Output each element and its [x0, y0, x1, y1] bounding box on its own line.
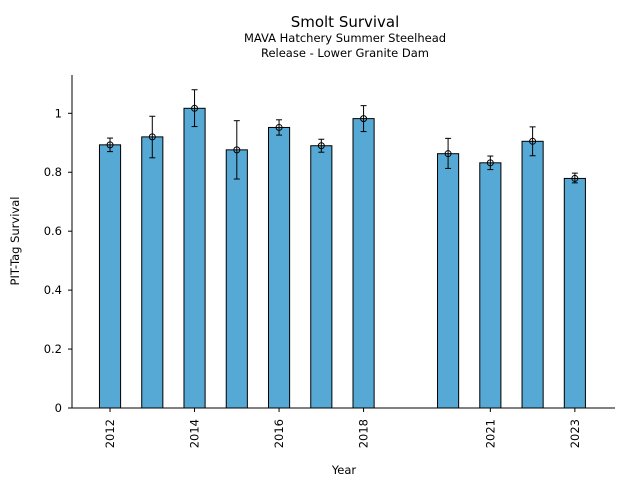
x-tick-label-2014: 2014: [188, 419, 202, 448]
x-tick-label-2023: 2023: [568, 419, 582, 448]
point-marker-2022: [529, 137, 537, 145]
point-marker-2018: [360, 115, 368, 123]
y-tick-label: 0.2: [44, 342, 62, 356]
y-tick-label: 1: [55, 106, 62, 120]
point-marker-2021: [486, 159, 494, 167]
error-bars-group: [106, 89, 579, 184]
x-tick-label-2018: 2018: [357, 419, 371, 448]
chart-subtitle-line-1: MAVA Hatchery Summer Steelhead: [243, 31, 447, 45]
bar-2023: [563, 177, 586, 409]
bar-2012: [98, 144, 122, 409]
point-marker-2017: [317, 142, 325, 150]
x-tick-label-2016: 2016: [272, 419, 286, 448]
point-marker-2015: [233, 146, 241, 154]
x-axis: 2012 2014 2016 2018 2021 2023: [72, 407, 615, 448]
point-marker-2016: [275, 123, 283, 131]
chart-title: Smolt Survival: [290, 13, 400, 31]
y-tick-label: 0.8: [44, 165, 62, 179]
bar-2017: [310, 145, 333, 409]
bar-2021: [479, 162, 502, 409]
bar-2022: [521, 140, 544, 409]
point-marker-2023: [571, 174, 579, 182]
x-tick-label-2021: 2021: [483, 419, 497, 448]
y-tick-label: 0.4: [44, 283, 62, 297]
x-axis-label: Year: [331, 463, 357, 477]
bar-2020: [437, 153, 460, 409]
y-axis-label: PIT-Tag Survival: [8, 197, 22, 286]
x-tick-label-2012: 2012: [103, 419, 117, 448]
bar-2016: [267, 126, 291, 409]
bar-2013: [141, 136, 164, 409]
y-tick-label: 0: [55, 401, 62, 415]
bar-2018: [352, 118, 375, 409]
point-marker-2020: [444, 150, 452, 158]
point-marker-2013: [148, 133, 156, 141]
point-marker-2014: [191, 104, 199, 112]
point-marker-2012: [106, 141, 114, 149]
y-tick-label: 0.6: [44, 224, 62, 238]
bars-group: [98, 107, 586, 409]
chart-subtitle-line-2: Release - Lower Granite Dam: [260, 46, 429, 60]
bar-2014: [183, 107, 206, 409]
y-axis: 0 0.2 0.4 0.6 0.8 1: [44, 75, 73, 415]
bar-2015: [225, 149, 248, 409]
